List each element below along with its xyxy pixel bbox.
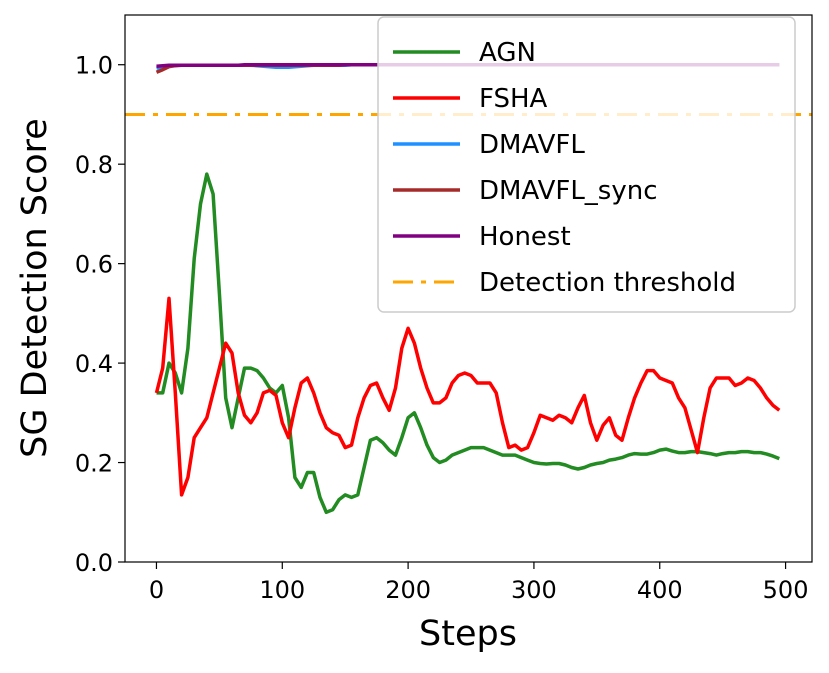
legend-dmavfl-sync-label: DMAVFL_sync xyxy=(479,176,658,206)
x-tick-label: 500 xyxy=(763,576,809,604)
legend: AGN FSHA DMAVFL DMAVFL_sync Honest Detection … xyxy=(377,16,796,313)
y-tick-label: 0.8 xyxy=(75,151,113,179)
x-tick-label: 100 xyxy=(259,576,305,604)
legend-fsha-label: FSHA xyxy=(479,84,548,114)
y-axis-label: SG Detection Score xyxy=(15,118,55,458)
legend-dmavfl-label: DMAVFL xyxy=(479,130,585,160)
y-axis-ticks: 0.0 0.2 0.4 0.6 0.8 1.0 xyxy=(75,52,125,577)
legend-honest-label: Honest xyxy=(479,222,571,252)
x-tick-label: 300 xyxy=(511,576,557,604)
legend-agn-label: AGN xyxy=(479,38,536,68)
series-fsha-line xyxy=(154,296,781,497)
y-tick-label: 0.4 xyxy=(75,350,113,378)
x-tick-label: 200 xyxy=(385,576,431,604)
plot-frame xyxy=(124,14,813,563)
y-tick-label: 0.6 xyxy=(75,251,113,279)
x-tick-label: 400 xyxy=(637,576,683,604)
x-axis-ticks: 0 100 200 300 400 500 xyxy=(149,562,809,604)
legend-detection-threshold-label: Detection threshold xyxy=(479,268,736,298)
y-tick-label: 0.2 xyxy=(75,450,113,478)
x-axis-label: Steps xyxy=(419,614,517,654)
x-tick-label: 0 xyxy=(149,576,164,604)
legend-box xyxy=(377,16,796,313)
y-tick-label: 1.0 xyxy=(75,52,113,80)
series-agn-line xyxy=(156,172,780,515)
y-tick-label: 0.0 xyxy=(75,549,113,577)
